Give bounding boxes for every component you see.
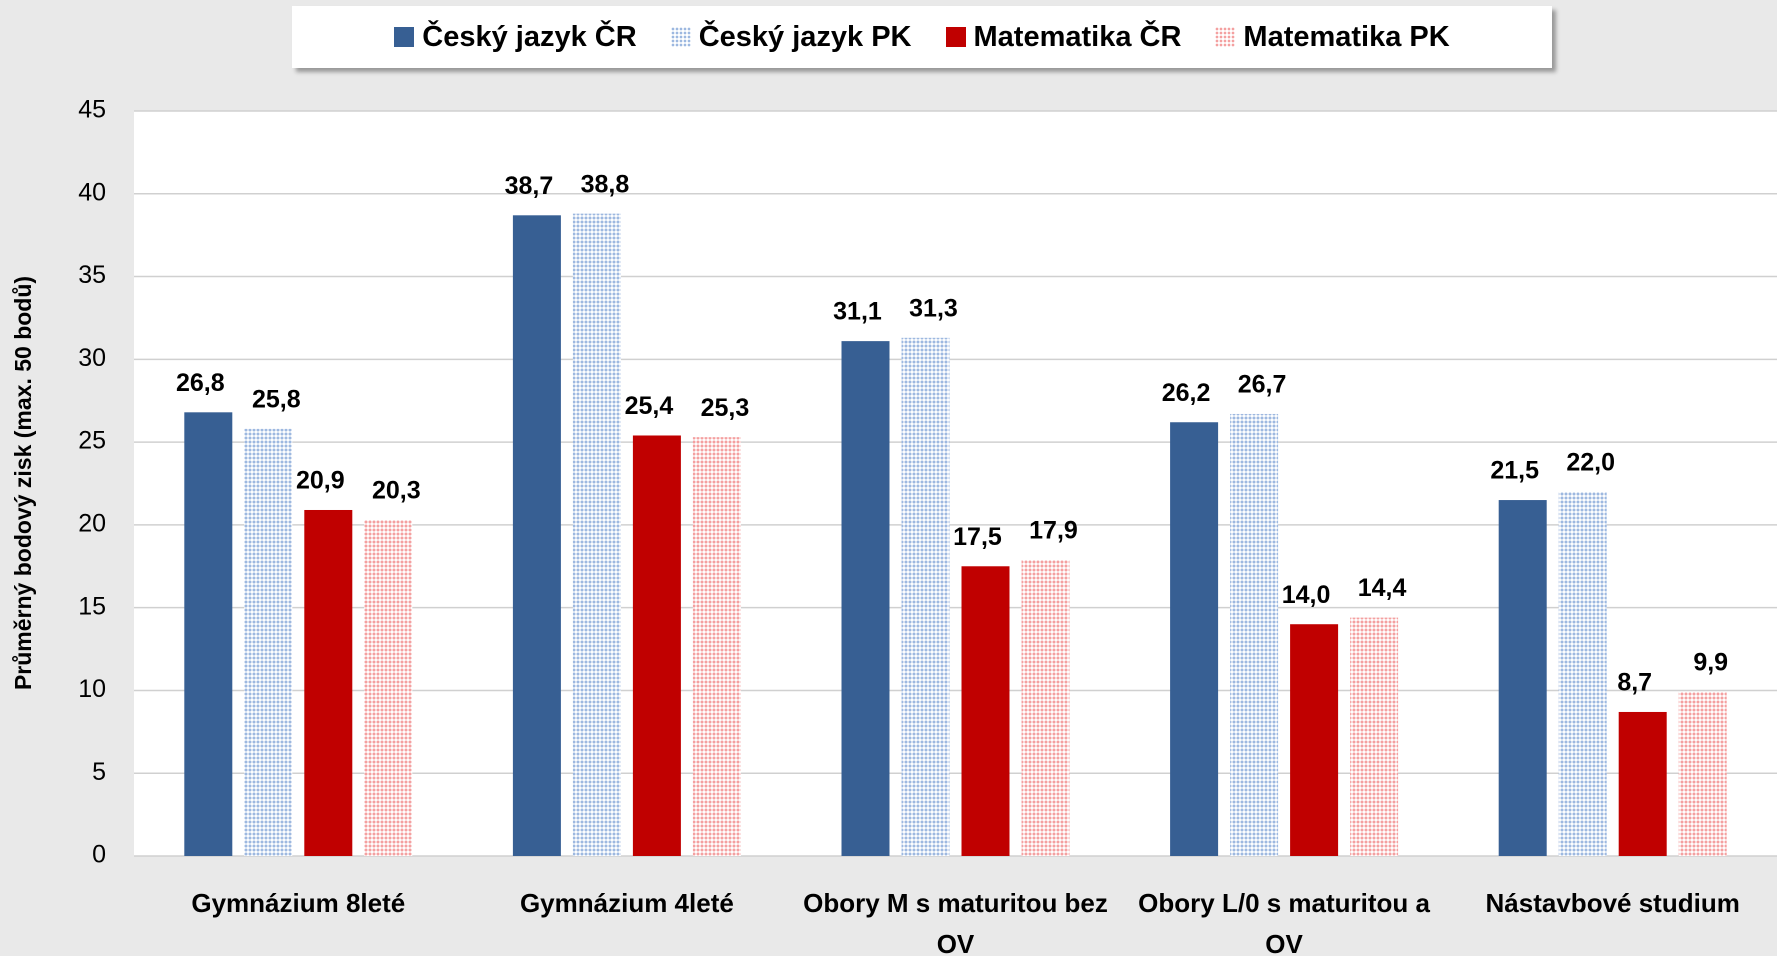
y-tick-label: 10 <box>78 675 106 703</box>
bar <box>1558 491 1607 856</box>
value-label: 20,9 <box>296 467 345 495</box>
legend-item: Český jazyk ČR <box>394 20 637 54</box>
legend-swatch <box>1215 27 1236 47</box>
bar <box>512 215 561 857</box>
legend: Český jazyk ČR Český jazyk PK Matematika Č… <box>292 6 1552 68</box>
value-label: 14,4 <box>1358 574 1407 602</box>
x-tick-label: Nástavbové studium <box>1485 888 1740 918</box>
legend-item: Matematika PK <box>1215 20 1450 54</box>
value-label: 26,8 <box>176 369 225 397</box>
y-tick-label: 0 <box>92 841 106 869</box>
legend-swatch <box>394 27 415 47</box>
y-axis-title: Průměrný bodový zisk (max. 50 bodů) <box>10 276 36 690</box>
value-label: 38,8 <box>581 170 630 198</box>
bar <box>692 437 741 856</box>
bar <box>572 213 621 857</box>
value-label: 26,2 <box>1162 379 1211 407</box>
bar <box>901 337 950 856</box>
value-label: 9,9 <box>1693 649 1728 677</box>
bar <box>244 428 293 856</box>
value-label: 31,3 <box>909 294 958 322</box>
value-label: 21,5 <box>1490 457 1539 485</box>
y-tick-label: 30 <box>78 344 106 372</box>
y-tick-label: 5 <box>92 758 106 786</box>
y-tick-label: 35 <box>78 261 106 289</box>
bar <box>841 341 890 857</box>
bar <box>961 566 1010 856</box>
value-label: 25,8 <box>252 385 301 413</box>
bar <box>304 509 353 856</box>
legend-label: Matematika PK <box>1243 20 1450 53</box>
y-tick-label: 20 <box>78 509 106 537</box>
legend-item: Matematika ČR <box>945 20 1182 54</box>
legend-swatch <box>945 27 966 47</box>
value-label: 17,5 <box>953 523 1002 551</box>
value-label: 20,3 <box>372 477 421 505</box>
value-label: 8,7 <box>1617 669 1652 697</box>
value-label: 22,0 <box>1566 448 1615 476</box>
bar <box>1618 711 1667 856</box>
value-label: 26,7 <box>1238 371 1287 399</box>
x-tick-label: Obory M s maturitou bez OV <box>803 888 1108 956</box>
bar <box>1678 692 1727 856</box>
bar <box>1498 500 1547 856</box>
y-tick-label: 45 <box>78 96 106 124</box>
value-label: 14,0 <box>1282 581 1331 609</box>
value-label: 31,1 <box>833 298 882 326</box>
x-tick-label: Gymnázium 4leté <box>519 888 734 918</box>
bar <box>364 519 413 856</box>
value-label: 25,3 <box>701 394 750 422</box>
legend-label: Matematika ČR <box>973 20 1182 53</box>
y-tick-label: 25 <box>78 427 106 455</box>
bar <box>1021 559 1070 856</box>
y-tick-label: 15 <box>78 592 106 620</box>
x-tick-label: Obory L/0 s maturitou a OV <box>1138 888 1430 956</box>
bar <box>632 435 681 856</box>
legend-swatch <box>670 27 691 47</box>
value-label: 17,9 <box>1029 516 1078 544</box>
legend-label: Český jazyk PK <box>698 20 912 53</box>
x-tick-label: Gymnázium 8leté <box>191 888 406 918</box>
legend-item: Český jazyk PK <box>670 20 912 54</box>
bar <box>1290 624 1339 856</box>
value-label: 25,4 <box>625 392 674 420</box>
legend-label: Český jazyk ČR <box>422 20 637 53</box>
y-tick-label: 40 <box>78 178 106 206</box>
bar <box>1170 422 1219 856</box>
bar <box>1230 413 1279 856</box>
bar <box>1350 617 1399 856</box>
value-label: 38,7 <box>505 172 554 200</box>
bar <box>184 412 233 856</box>
